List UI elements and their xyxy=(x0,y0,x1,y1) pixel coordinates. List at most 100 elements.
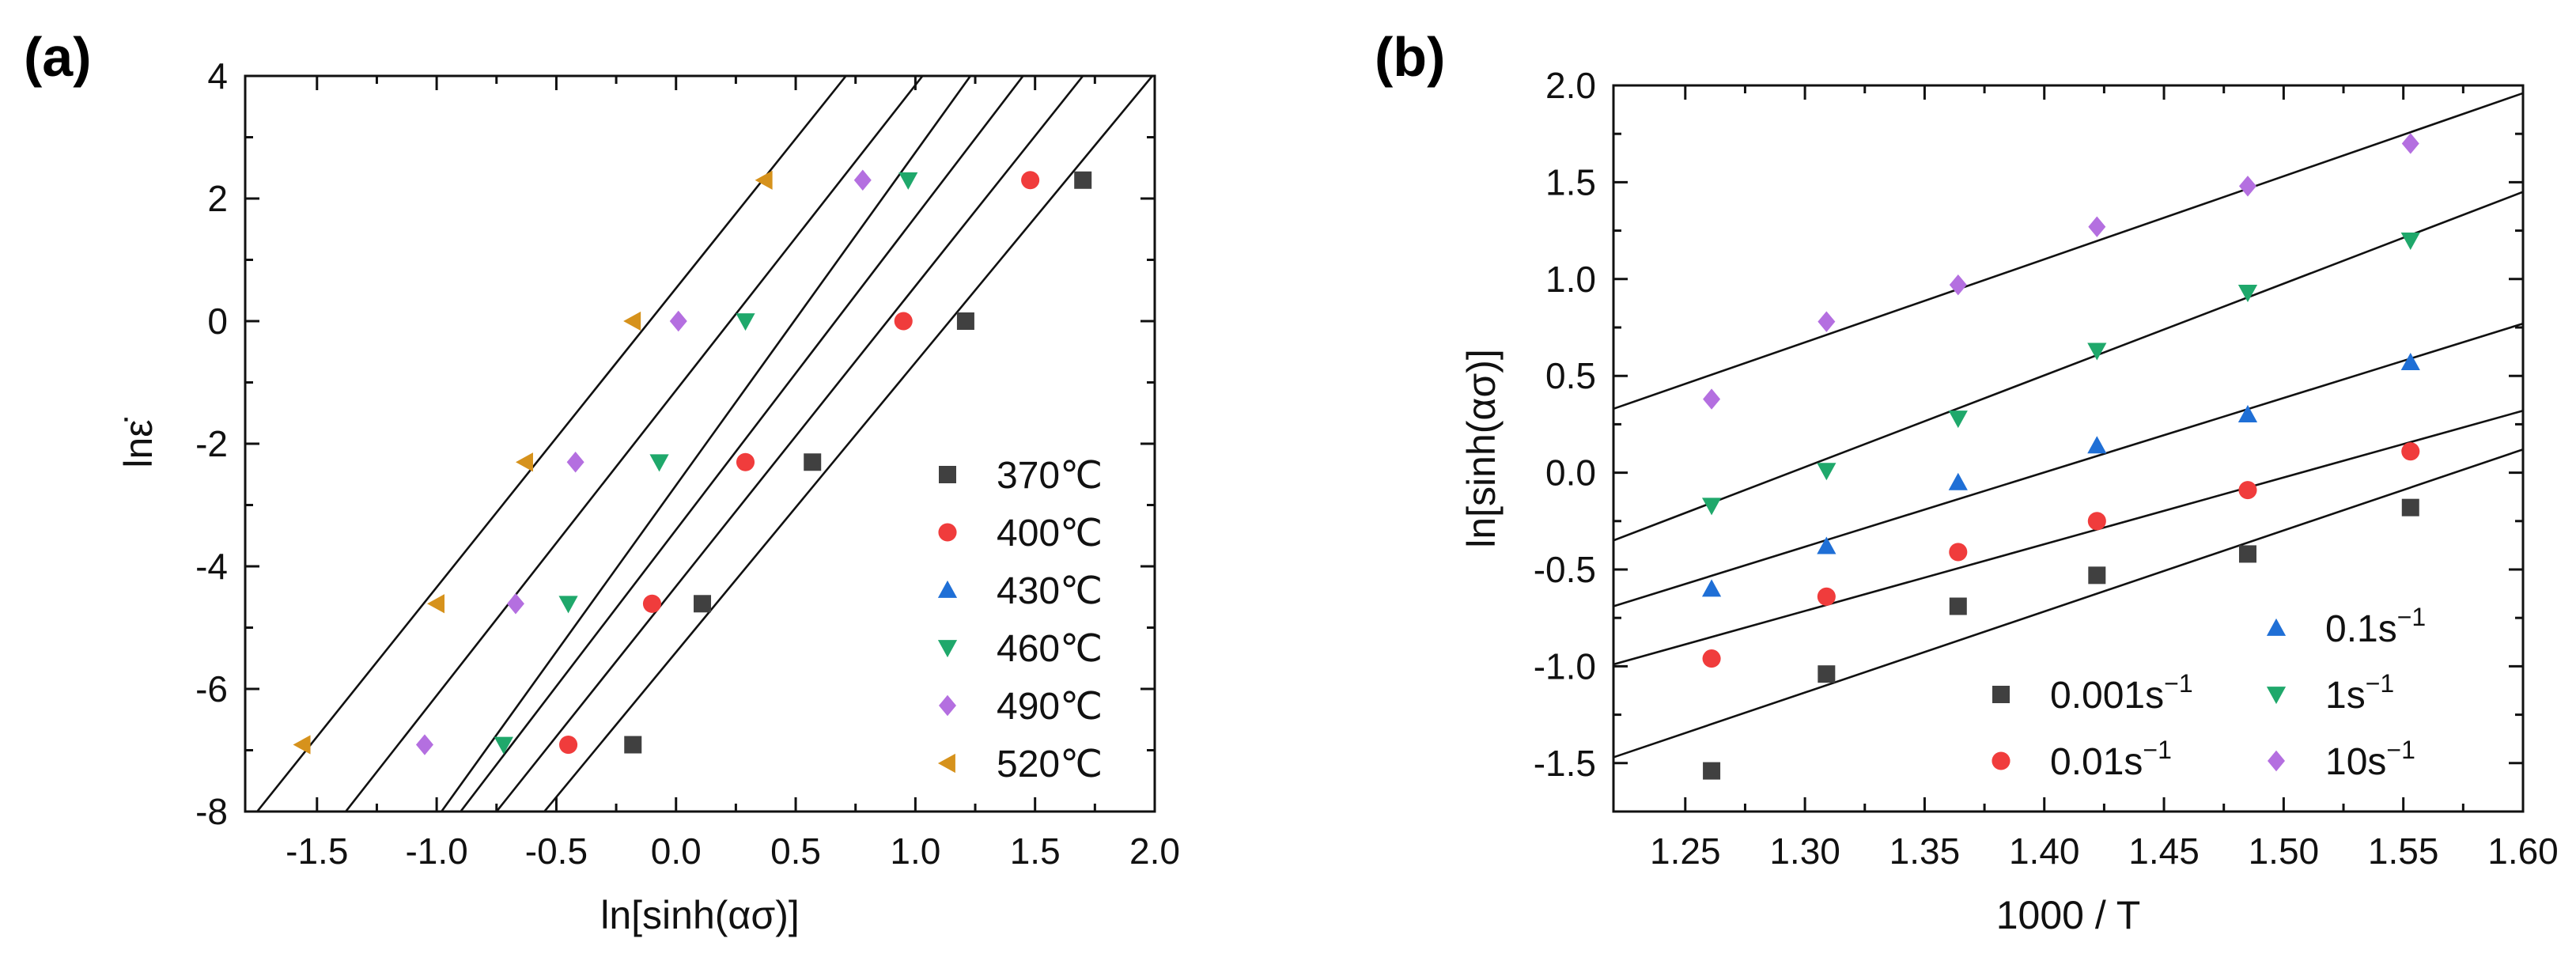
data-point xyxy=(894,312,913,331)
legend-marker xyxy=(2268,750,2285,772)
y-tick-label: -1.0 xyxy=(1534,645,1596,687)
x-tick-label: 1.0 xyxy=(890,831,940,872)
data-point xyxy=(558,596,578,614)
data-point xyxy=(736,313,755,331)
x-tick-label: 1.60 xyxy=(2487,831,2559,872)
x-tick-label: 1.5 xyxy=(1010,831,1061,872)
data-point xyxy=(1818,311,1836,332)
data-point xyxy=(1702,649,1721,668)
data-point xyxy=(1949,543,1968,562)
fit-line-4 xyxy=(460,76,1024,812)
y-tick-label: 0.5 xyxy=(1545,355,1596,396)
y-tick-label: -0.5 xyxy=(1534,549,1596,590)
legend-marker xyxy=(939,466,956,483)
legend-label: 1s−1 xyxy=(2325,669,2394,717)
data-point xyxy=(649,454,669,472)
data-point xyxy=(623,311,641,331)
legend-label: 430℃ xyxy=(997,570,1103,612)
data-point xyxy=(1701,498,1722,516)
data-point xyxy=(736,452,755,471)
x-tick-label: 0.0 xyxy=(651,831,702,872)
fit-line-2 xyxy=(345,76,924,812)
data-point xyxy=(2087,342,2107,361)
data-point xyxy=(956,312,974,330)
x-axis-label: 1000 / T xyxy=(1996,893,2141,937)
fit-line-4 xyxy=(1613,191,2523,542)
legend-label: 0.1s−1 xyxy=(2325,603,2426,650)
data-point xyxy=(669,310,687,332)
data-point xyxy=(506,593,524,615)
fit-line-5 xyxy=(1613,92,2523,411)
data-point xyxy=(2400,352,2420,370)
y-tick-label: 1.5 xyxy=(1545,161,1596,202)
data-point xyxy=(2400,232,2420,250)
x-tick-label: 1.35 xyxy=(1889,831,1961,872)
fit-line-1 xyxy=(1613,448,2523,759)
fit-line-2 xyxy=(1613,410,2523,666)
data-point xyxy=(427,594,445,614)
data-point xyxy=(898,172,918,190)
legend-marker xyxy=(1992,751,2010,770)
legend-label: 0.001s−1 xyxy=(2050,669,2193,717)
x-tick-label: -1.0 xyxy=(405,831,467,872)
y-tick-label: 4 xyxy=(207,55,228,96)
data-point xyxy=(1701,579,1722,597)
legend-label-superscript: −1 xyxy=(2164,669,2192,698)
data-point xyxy=(1703,762,1721,780)
y-tick-label: -1.5 xyxy=(1534,743,1596,784)
legend-label: 0.01s−1 xyxy=(2050,736,2172,783)
legend-marker xyxy=(2266,618,2287,636)
data-point xyxy=(853,169,872,191)
data-point xyxy=(804,453,822,471)
chart-panel-a: -1.5 -1.0 -0.5 0.0 0.5 1.0 1.5 2.0 -8 -6 -4 -2 0 2 4 ln… xyxy=(116,55,1180,937)
data-point xyxy=(2401,498,2419,516)
fit-lines xyxy=(1613,92,2523,759)
panel-label-a: (a) xyxy=(24,26,92,88)
plot-frame xyxy=(1612,84,2525,813)
data-point xyxy=(2237,405,2258,423)
legend-label: 460℃ xyxy=(997,628,1103,670)
data-point xyxy=(2237,285,2258,303)
data-point xyxy=(2087,436,2107,454)
data-point xyxy=(2088,216,2106,237)
panel-label-b: (b) xyxy=(1375,26,1446,88)
legend-label-superscript: −1 xyxy=(2366,669,2394,698)
x-tick-label: 1.30 xyxy=(1769,831,1840,872)
legend-label: 400℃ xyxy=(997,513,1103,554)
data-point xyxy=(1817,536,1836,554)
data-point xyxy=(2401,133,2419,154)
data-point xyxy=(694,595,712,613)
data-point xyxy=(624,736,642,754)
legend-marker xyxy=(937,580,958,598)
data-point xyxy=(2238,481,2257,500)
data-point xyxy=(1949,597,1967,615)
data-point xyxy=(1074,171,1092,189)
data-point xyxy=(515,452,533,472)
data-point xyxy=(559,735,578,755)
fit-line-5 xyxy=(495,76,1084,812)
x-tick-label: 1.40 xyxy=(2009,831,2080,872)
data-point xyxy=(1817,587,1836,606)
data-point xyxy=(494,736,513,755)
legend-label-superscript: −1 xyxy=(2143,736,2171,764)
y-tick-label: -8 xyxy=(195,791,228,832)
data-point xyxy=(1949,274,1967,296)
x-tick-label: -0.5 xyxy=(525,831,588,872)
x-tick-label: 0.5 xyxy=(770,831,821,872)
legend-marker xyxy=(938,523,957,542)
data-point xyxy=(2238,176,2256,197)
y-tick-label: 0.0 xyxy=(1545,452,1596,494)
y-tick-label: -4 xyxy=(195,546,228,587)
x-tick-label: 1.25 xyxy=(1650,831,1721,872)
y-tick-label: -6 xyxy=(195,668,228,709)
x-tick-label: 2.0 xyxy=(1129,831,1180,872)
y-axis-label: ln[sinh(ασ)] xyxy=(1459,349,1504,548)
legend-marker xyxy=(937,753,955,774)
y-tick-label: -2 xyxy=(195,423,228,464)
data-point xyxy=(2238,545,2256,563)
legend-marker xyxy=(1992,686,2010,703)
x-tick-label: 1.50 xyxy=(2249,831,2320,872)
x-axis-label: ln[sinh(ασ)] xyxy=(600,893,800,937)
y-tick-label: 2 xyxy=(207,178,228,219)
